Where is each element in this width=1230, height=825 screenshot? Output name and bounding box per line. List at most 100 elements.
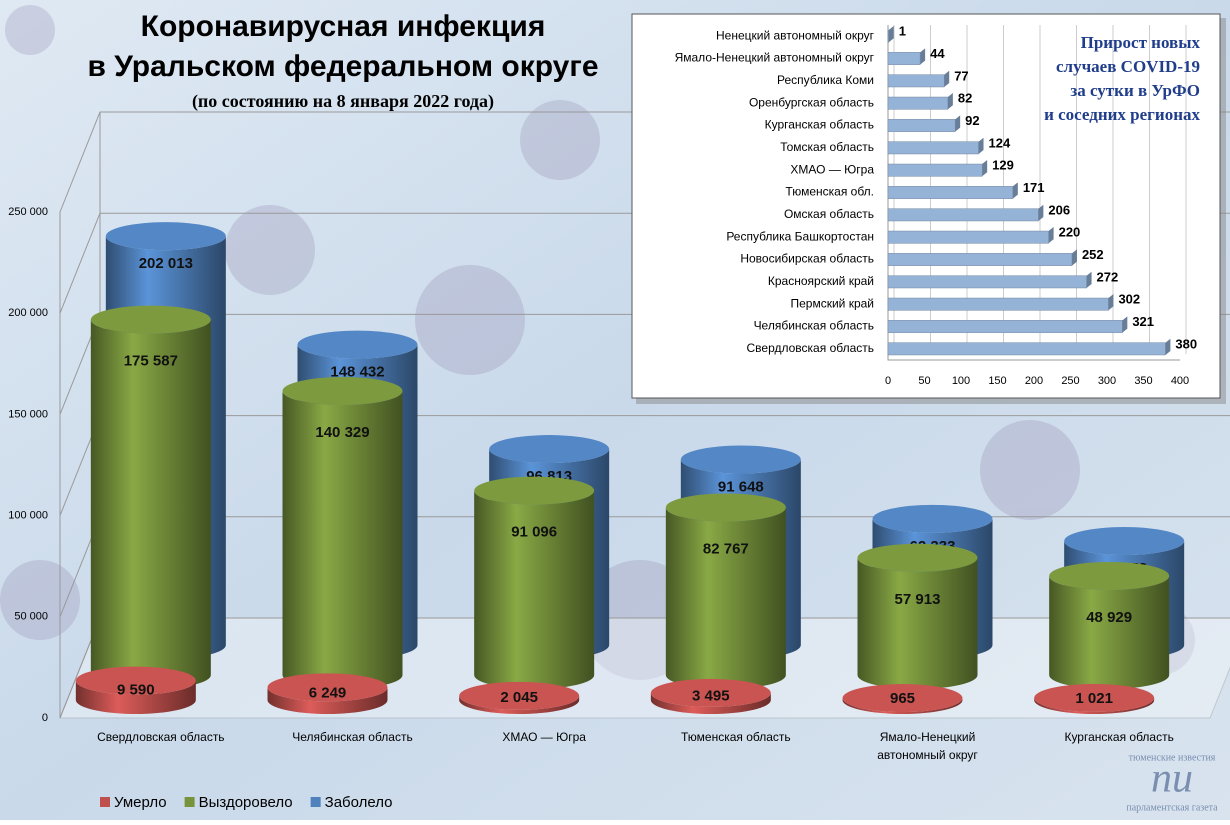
- value-label: 321: [1132, 314, 1154, 329]
- y-tick-label: Челябинская область: [754, 319, 874, 333]
- watermark-text: тюменские известия: [1129, 752, 1216, 763]
- legend-label: Выздоровело: [199, 794, 293, 811]
- bar: [887, 163, 983, 177]
- bar: [887, 96, 949, 110]
- value-label: 148 432: [330, 364, 384, 381]
- bar-side: [978, 137, 984, 154]
- cylinder-top: [1049, 561, 1170, 590]
- bar: [887, 141, 979, 155]
- y-tick-label: Свердловская область: [747, 341, 874, 355]
- y-tick-label: Тюменская обл.: [785, 185, 874, 199]
- bar: [887, 342, 1166, 356]
- value-label: 91 096: [511, 524, 557, 541]
- x-tick-label: Курганская область: [1064, 730, 1173, 744]
- cylinder: [650, 692, 771, 715]
- value-label: 302: [1118, 292, 1140, 307]
- value-label: 206: [1048, 202, 1070, 217]
- main-chart: 0 50 000 100 000 150 000 200 000 250 000 202 0…: [8, 111, 1230, 811]
- bar: [887, 253, 1073, 266]
- title-line: в Уральском федеральном округе: [87, 50, 598, 83]
- cylinder-top: [459, 681, 580, 710]
- value-label: 140 329: [315, 424, 369, 441]
- cylinder-top: [1034, 683, 1155, 712]
- y-tick-label: Республика Башкортостан: [726, 229, 874, 243]
- bar-side: [1038, 204, 1044, 221]
- bar: [887, 208, 1039, 222]
- bar: [887, 320, 1123, 333]
- cylinder-top: [857, 543, 978, 572]
- value-label: 171: [1023, 180, 1045, 195]
- bar-side: [1086, 271, 1092, 288]
- bar: [887, 29, 889, 43]
- x-tick-label: 300: [1098, 375, 1116, 387]
- cylinder: [474, 490, 595, 689]
- bar-side: [955, 115, 961, 132]
- inset-title: за сутки в УрФО: [1070, 81, 1200, 100]
- cylinder: [857, 557, 978, 689]
- bar-side: [888, 26, 894, 43]
- value-label: 1: [899, 24, 906, 39]
- cylinder: [282, 390, 403, 689]
- value-label: 82: [958, 91, 972, 106]
- bar-side: [947, 93, 953, 110]
- legend-label: Заболело: [325, 794, 393, 811]
- bar: [887, 297, 1109, 311]
- cylinder-top: [680, 445, 801, 474]
- y-tick-label: Республика Коми: [777, 73, 874, 87]
- value-label: 3 495: [692, 687, 730, 704]
- y-tick-label: 200 000: [8, 307, 48, 319]
- inset-title: и соседних регионах: [1044, 105, 1200, 124]
- watermark-logo: пи: [1151, 756, 1193, 802]
- bar: [887, 275, 1087, 289]
- cylinder-top: [650, 678, 771, 707]
- cylinder-top: [474, 476, 595, 505]
- cylinder-top: [1064, 527, 1185, 556]
- y-tick-label: Ненецкий автономный округ: [716, 28, 875, 42]
- y-tick-label: 150 000: [8, 408, 48, 420]
- bar-side: [944, 70, 950, 87]
- watermark-text: парламентская газета: [1126, 802, 1218, 813]
- cylinder-top: [489, 435, 610, 464]
- y-tick-label: Курганская область: [765, 118, 874, 132]
- cylinder: [1049, 575, 1170, 689]
- x-tick-label: 200: [1025, 375, 1043, 387]
- x-tick-label: Тюменская область: [681, 730, 791, 744]
- value-label: 91 648: [718, 478, 764, 495]
- subtitle: (по состоянию на 8 января 2022 года): [192, 91, 494, 112]
- bar-side: [1122, 316, 1128, 333]
- value-label: 175 587: [124, 353, 178, 370]
- value-label: 272: [1097, 269, 1119, 284]
- cylinder-top: [105, 222, 226, 251]
- title-line: Коронавирусная инфекция: [141, 10, 546, 43]
- value-label: 2 045: [500, 689, 538, 706]
- cylinder: [665, 507, 786, 689]
- legend-swatch: [184, 797, 195, 807]
- bar-side: [1012, 182, 1018, 199]
- value-label: 124: [989, 135, 1011, 150]
- cylinder: [459, 695, 580, 714]
- y-tick-label: 0: [42, 712, 48, 724]
- bar-side: [1108, 294, 1114, 311]
- value-label: 220: [1059, 225, 1081, 240]
- cylinder-top: [282, 376, 403, 405]
- value-label: 6 249: [309, 685, 347, 702]
- x-tick-label: Свердловская область: [97, 730, 224, 744]
- x-tick-label: ХМАО — Югра: [502, 730, 586, 744]
- y-tick-label: 50 000: [14, 611, 48, 623]
- value-label: 44: [930, 46, 945, 61]
- value-label: 202 013: [139, 255, 193, 272]
- value-label: 48 929: [1086, 609, 1132, 626]
- x-tick-label: 50: [918, 375, 930, 387]
- y-tick-label: Томская область: [780, 140, 874, 154]
- inset-title: Прирост новых: [1081, 33, 1201, 52]
- bar-side: [982, 160, 988, 177]
- cylinder: [75, 680, 196, 715]
- plot-wall: [887, 25, 1180, 361]
- bar: [887, 230, 1049, 244]
- value-label: 57 913: [895, 591, 941, 608]
- bar: [887, 119, 956, 132]
- y-tick-label: Омская область: [784, 207, 874, 221]
- cylinder-top: [90, 305, 211, 334]
- value-label: 252: [1082, 247, 1104, 262]
